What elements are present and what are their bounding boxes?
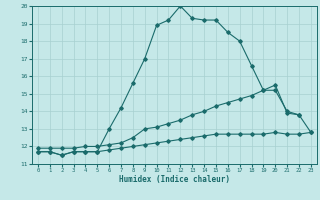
X-axis label: Humidex (Indice chaleur): Humidex (Indice chaleur)	[119, 175, 230, 184]
